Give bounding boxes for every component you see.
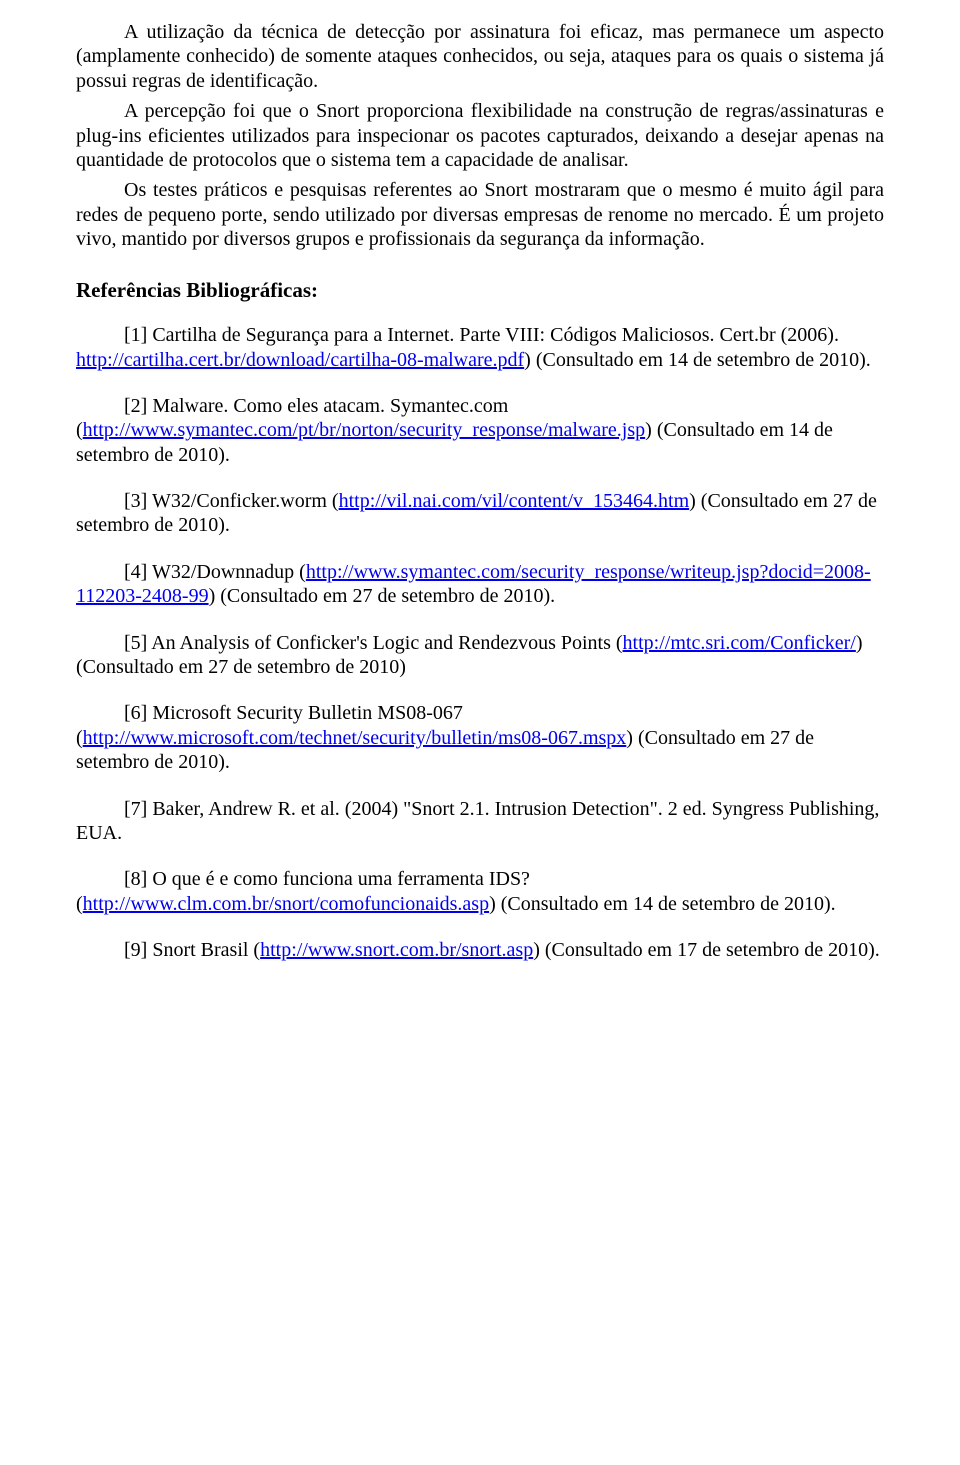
ref-2-link[interactable]: http://www.symantec.com/pt/br/norton/sec… [83, 419, 645, 441]
paragraph-3: Os testes práticos e pesquisas referente… [76, 178, 884, 251]
ref-5-text-a: [5] An Analysis of Conficker's Logic and… [124, 632, 623, 654]
reference-9: [9] Snort Brasil (http://www.snort.com.b… [76, 938, 884, 962]
reference-4: [4] W32/Downnadup (http://www.symantec.c… [76, 560, 884, 609]
ref-8-link[interactable]: http://www.clm.com.br/snort/comofunciona… [83, 893, 489, 915]
reference-1: [1] Cartilha de Segurança para a Interne… [76, 323, 884, 372]
references-heading: Referências Bibliográficas: [76, 278, 884, 304]
ref-5-link[interactable]: http://mtc.sri.com/Conficker/ [623, 632, 856, 654]
ref-9-text-b: ) (Consultado em 17 de setembro de 2010)… [533, 939, 880, 961]
reference-8: [8] O que é e como funciona uma ferramen… [76, 867, 884, 916]
ref-1-text-b: ) (Consultado em 14 de setembro de 2010)… [524, 349, 871, 371]
ref-6-link[interactable]: http://www.microsoft.com/technet/securit… [83, 727, 627, 749]
ref-3-text-a: [3] W32/Conficker.worm ( [124, 490, 339, 512]
paragraph-1: A utilização da técnica de detecção por … [76, 20, 884, 93]
reference-2: [2] Malware. Como eles atacam. Symantec.… [76, 394, 884, 467]
reference-6: [6] Microsoft Security Bulletin MS08-067… [76, 701, 884, 774]
ref-1-text-a: [1] Cartilha de Segurança para a Interne… [124, 324, 839, 346]
ref-9-text-a: [9] Snort Brasil ( [124, 939, 260, 961]
ref-4-text-a: [4] W32/Downnadup ( [124, 561, 306, 583]
ref-3-link[interactable]: http://vil.nai.com/vil/content/v_153464.… [339, 490, 690, 512]
paragraph-2: A percepção foi que o Snort proporciona … [76, 99, 884, 172]
reference-5: [5] An Analysis of Conficker's Logic and… [76, 631, 884, 680]
ref-8-text-b: ) (Consultado em 14 de setembro de 2010)… [489, 893, 836, 915]
reference-3: [3] W32/Conficker.worm (http://vil.nai.c… [76, 489, 884, 538]
ref-9-link[interactable]: http://www.snort.com.br/snort.asp [260, 939, 533, 961]
ref-4-text-b: ) (Consultado em 27 de setembro de 2010)… [209, 585, 556, 607]
reference-7: [7] Baker, Andrew R. et al. (2004) "Snor… [76, 797, 884, 846]
ref-1-link[interactable]: http://cartilha.cert.br/download/cartilh… [76, 349, 524, 371]
